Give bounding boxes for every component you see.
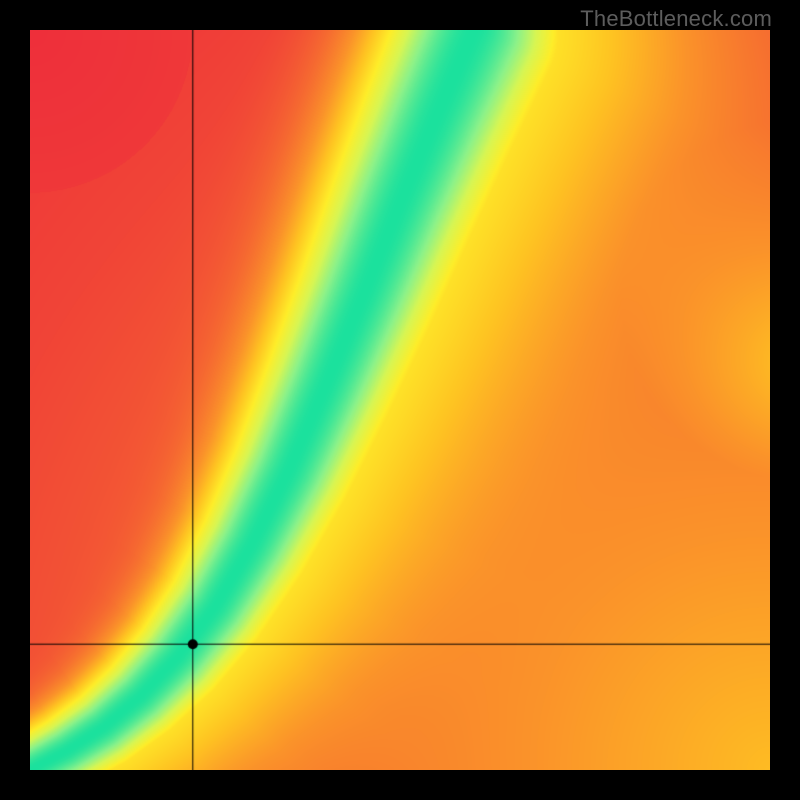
chart-container: TheBottleneck.com	[0, 0, 800, 800]
watermark-label: TheBottleneck.com	[580, 6, 772, 32]
heatmap-canvas	[30, 30, 770, 770]
heatmap-plot	[30, 30, 770, 770]
